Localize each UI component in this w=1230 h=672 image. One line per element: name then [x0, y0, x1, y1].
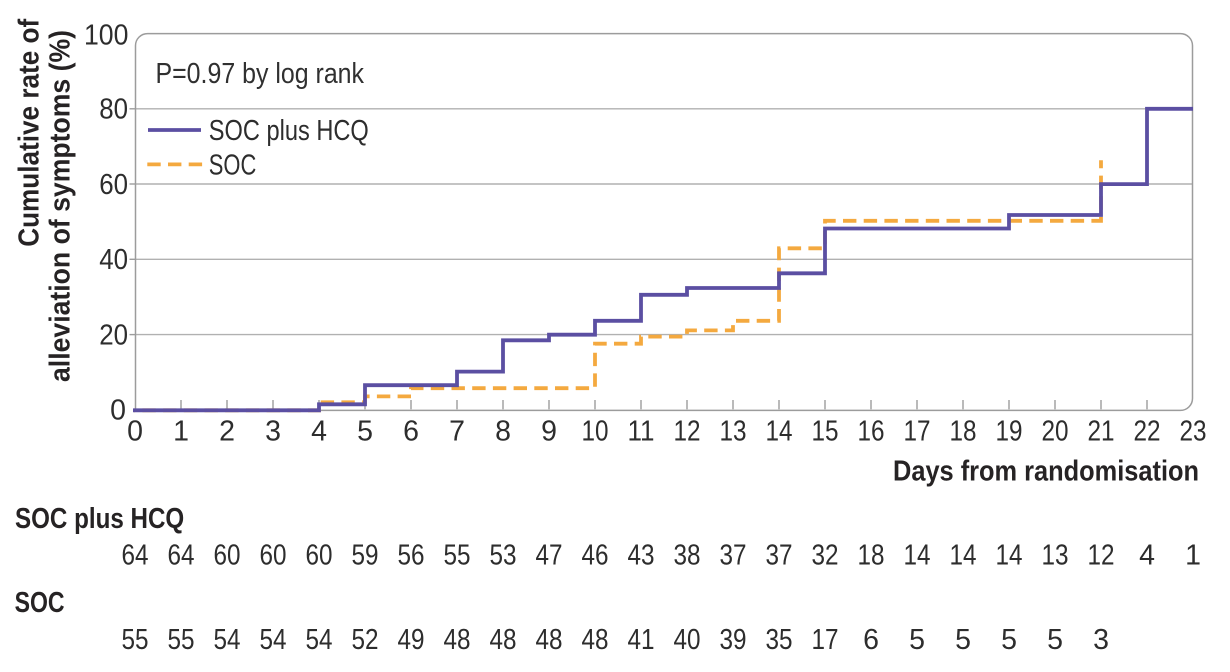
- svg-text:Days from randomisation: Days from randomisation: [893, 456, 1199, 488]
- svg-text:2: 2: [219, 415, 235, 447]
- svg-text:23: 23: [1180, 415, 1207, 447]
- svg-text:54: 54: [306, 624, 333, 656]
- svg-text:41: 41: [628, 624, 655, 656]
- svg-text:5: 5: [955, 624, 971, 656]
- svg-text:21: 21: [1088, 415, 1115, 447]
- svg-text:1: 1: [173, 415, 189, 447]
- svg-text:4: 4: [1139, 540, 1155, 572]
- svg-text:48: 48: [490, 624, 517, 656]
- svg-text:5: 5: [357, 415, 373, 447]
- svg-text:P=0.97 by log rank: P=0.97 by log rank: [156, 58, 365, 90]
- svg-text:48: 48: [444, 624, 471, 656]
- svg-text:60: 60: [214, 540, 241, 572]
- svg-text:55: 55: [444, 540, 471, 572]
- svg-text:20: 20: [99, 319, 128, 351]
- svg-text:12: 12: [1088, 540, 1115, 572]
- svg-text:5: 5: [1047, 624, 1063, 656]
- svg-text:11: 11: [628, 415, 655, 447]
- svg-text:SOC: SOC: [209, 149, 256, 181]
- svg-text:Cumulative rate of: Cumulative rate of: [13, 18, 45, 246]
- svg-text:22: 22: [1134, 415, 1161, 447]
- svg-text:53: 53: [490, 540, 517, 572]
- svg-text:60: 60: [306, 540, 333, 572]
- svg-text:16: 16: [858, 415, 885, 447]
- svg-text:64: 64: [168, 540, 195, 572]
- svg-text:alleviation of symptoms (%): alleviation of symptoms (%): [45, 30, 77, 382]
- svg-text:3: 3: [265, 415, 281, 447]
- svg-text:6: 6: [863, 624, 879, 656]
- svg-text:17: 17: [904, 415, 931, 447]
- svg-text:0: 0: [110, 395, 126, 427]
- svg-text:48: 48: [582, 624, 609, 656]
- svg-text:43: 43: [628, 540, 655, 572]
- svg-text:0: 0: [127, 415, 143, 447]
- svg-text:13: 13: [720, 415, 747, 447]
- svg-text:14: 14: [766, 415, 793, 447]
- svg-text:19: 19: [996, 415, 1023, 447]
- svg-text:1: 1: [1185, 540, 1201, 572]
- svg-text:56: 56: [398, 540, 425, 572]
- svg-text:17: 17: [812, 624, 839, 656]
- svg-text:52: 52: [352, 624, 379, 656]
- svg-text:18: 18: [950, 415, 977, 447]
- svg-text:49: 49: [398, 624, 425, 656]
- svg-text:47: 47: [536, 540, 563, 572]
- svg-text:14: 14: [996, 540, 1023, 572]
- svg-text:SOC: SOC: [15, 587, 65, 619]
- svg-text:6: 6: [403, 415, 419, 447]
- svg-text:SOC plus HCQ: SOC plus HCQ: [15, 503, 184, 535]
- svg-text:3: 3: [1093, 624, 1109, 656]
- svg-text:38: 38: [674, 540, 701, 572]
- svg-text:37: 37: [720, 540, 747, 572]
- svg-text:37: 37: [766, 540, 793, 572]
- svg-text:10: 10: [582, 415, 609, 447]
- svg-text:100: 100: [84, 20, 128, 52]
- svg-text:9: 9: [541, 415, 557, 447]
- svg-text:5: 5: [1001, 624, 1017, 656]
- svg-text:80: 80: [99, 94, 128, 126]
- svg-text:8: 8: [495, 415, 511, 447]
- svg-text:55: 55: [122, 624, 149, 656]
- svg-text:59: 59: [352, 540, 379, 572]
- svg-text:4: 4: [311, 415, 327, 447]
- svg-text:14: 14: [904, 540, 931, 572]
- svg-text:14: 14: [950, 540, 977, 572]
- svg-text:12: 12: [674, 415, 701, 447]
- svg-text:15: 15: [812, 415, 839, 447]
- svg-text:39: 39: [720, 624, 747, 656]
- svg-text:60: 60: [260, 540, 287, 572]
- svg-text:SOC plus HCQ: SOC plus HCQ: [209, 115, 369, 147]
- svg-text:35: 35: [766, 624, 793, 656]
- svg-text:20: 20: [1042, 415, 1069, 447]
- svg-text:18: 18: [858, 540, 885, 572]
- svg-text:54: 54: [214, 624, 241, 656]
- svg-text:40: 40: [99, 244, 128, 276]
- svg-text:60: 60: [99, 169, 128, 201]
- svg-text:32: 32: [812, 540, 839, 572]
- svg-text:40: 40: [674, 624, 701, 656]
- svg-text:46: 46: [582, 540, 609, 572]
- svg-text:5: 5: [909, 624, 925, 656]
- svg-text:64: 64: [122, 540, 149, 572]
- svg-text:55: 55: [168, 624, 195, 656]
- svg-text:7: 7: [449, 415, 465, 447]
- svg-text:54: 54: [260, 624, 287, 656]
- svg-text:48: 48: [536, 624, 563, 656]
- svg-text:13: 13: [1042, 540, 1069, 572]
